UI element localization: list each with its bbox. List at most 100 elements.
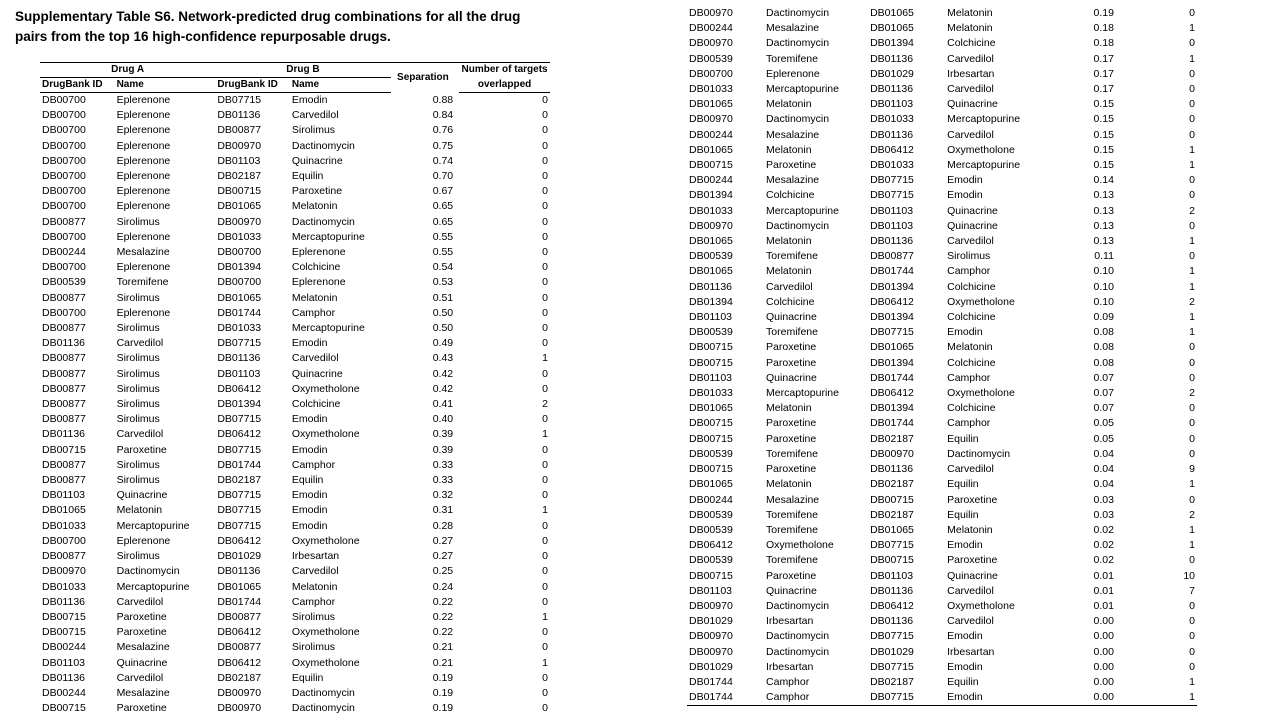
overlap-count-cell: 0 bbox=[1189, 493, 1195, 506]
table-row: DB00539 Toremifene DB07715 Emodin 0.08 1 bbox=[687, 325, 1197, 340]
drug-b-name-cell: Oxymetholone bbox=[291, 534, 360, 547]
drug-a-name-cell: Melatonin bbox=[766, 478, 812, 491]
drug-b-name-cell: Melatonin bbox=[291, 580, 338, 593]
table-row: DB00715 Paroxetine DB00970 Dactinomycin 0.19… bbox=[40, 701, 550, 716]
drug-b-id-cell: DB00877 bbox=[870, 250, 914, 263]
drug-b-id-cell: DB01136 bbox=[217, 352, 261, 365]
drug-a-id-cell: DB01136 bbox=[42, 671, 86, 684]
table-row: DB00700 Eplerenone DB01029 Irbesartan 0.17 0 bbox=[687, 67, 1197, 82]
separation-cell: 0.75 bbox=[432, 139, 454, 152]
drug-b-id-cell: DB07715 bbox=[217, 519, 262, 532]
separation-cell: 0.10 bbox=[1093, 280, 1114, 293]
overlap-count-cell: 0 bbox=[542, 185, 548, 198]
drug-b-name-cell: Emodin bbox=[947, 630, 983, 643]
drug-a-name-cell: Carvedilol bbox=[116, 337, 164, 350]
table-row: DB00700 Eplerenone DB01033 Mercaptopurine 0.… bbox=[40, 230, 550, 245]
table-row: DB01065 Melatonin DB01394 Colchicine 0.07 0 bbox=[687, 401, 1197, 416]
drug-a-id-cell: DB00970 bbox=[42, 565, 86, 578]
drug-a-name-cell: Sirolimus bbox=[116, 322, 160, 335]
drug-b-name-cell: Equilin bbox=[947, 478, 979, 491]
drug-a-id-cell: DB00877 bbox=[42, 458, 86, 471]
drug-b-name-cell: Colchicine bbox=[947, 356, 996, 369]
drug-b-id-cell: DB01744 bbox=[217, 306, 262, 319]
drug-b-id-cell: DB00970 bbox=[217, 702, 262, 715]
separation-cell: 0.00 bbox=[1093, 645, 1114, 658]
drug-b-id-cell: DB02187 bbox=[870, 478, 914, 491]
overlap-count-cell: 2 bbox=[1189, 387, 1195, 400]
drug-b-id-cell: DB07715 bbox=[870, 174, 914, 187]
table-row: DB00877 Sirolimus DB01103 Quinacrine 0.42 0 bbox=[40, 367, 550, 382]
table-row: DB01103 Quinacrine DB06412 Oxymetholone 0.21… bbox=[40, 656, 550, 671]
drug-b-name-cell: Carvedilol bbox=[291, 109, 339, 122]
drug-a-id-cell: DB00700 bbox=[689, 67, 733, 80]
drug-b-name-header: Name bbox=[289, 77, 391, 93]
drug-a-name-cell: Colchicine bbox=[766, 189, 815, 202]
drug-b-name-cell: Sirolimus bbox=[291, 124, 336, 137]
drug-a-id-cell: DB01033 bbox=[689, 83, 733, 96]
drug-a-name-cell: Sirolimus bbox=[116, 458, 160, 471]
overlap-count-cell: 7 bbox=[1189, 584, 1195, 597]
drug-b-id-cell: DB00715 bbox=[870, 493, 914, 506]
drug-a-id-cell: DB00700 bbox=[42, 154, 86, 167]
drug-b-name-cell: Camphor bbox=[291, 306, 336, 319]
separation-cell: 0.13 bbox=[1093, 235, 1114, 248]
separation-cell: 0.04 bbox=[1093, 478, 1114, 491]
table-row: DB00877 Sirolimus DB01029 Irbesartan 0.27 0 bbox=[40, 549, 550, 564]
table-row: DB00244 Mesalazine DB00715 Paroxetine 0.03 0 bbox=[687, 493, 1197, 508]
drug-a-id-cell: DB00877 bbox=[42, 352, 86, 365]
overlap-count-cell: 0 bbox=[542, 458, 548, 471]
drug-a-name-cell: Irbesartan bbox=[766, 660, 814, 673]
separation-cell: 0.04 bbox=[1093, 447, 1114, 460]
drug-a-id-cell: DB00700 bbox=[42, 185, 86, 198]
drug-a-name-cell: Oxymetholone bbox=[766, 539, 834, 552]
overlap-count-cell: 0 bbox=[542, 261, 548, 274]
separation-cell: 0.00 bbox=[1093, 630, 1114, 643]
overlap-count-cell: 0 bbox=[542, 215, 548, 228]
drug-b-id-header: DrugBank ID bbox=[215, 77, 290, 93]
separation-cell: 0.74 bbox=[432, 154, 454, 167]
drug-b-name-cell: Paroxetine bbox=[947, 493, 998, 506]
drug-a-name-cell: Mercaptopurine bbox=[116, 519, 190, 532]
drug-a-id-cell: DB00715 bbox=[689, 341, 733, 354]
separation-cell: 0.13 bbox=[1093, 189, 1114, 202]
separation-cell: 0.13 bbox=[1093, 204, 1114, 217]
drug-a-name-cell: Dactinomycin bbox=[766, 219, 830, 232]
drug-a-id-cell: DB00715 bbox=[689, 159, 733, 172]
drug-a-id-cell: DB00700 bbox=[42, 124, 86, 137]
drug-a-id-cell: DB06412 bbox=[689, 539, 733, 552]
overlap-count-cell: 0 bbox=[1189, 447, 1195, 460]
drug-a-name-cell: Quinacrine bbox=[766, 584, 817, 597]
drug-a-name-cell: Dactinomycin bbox=[766, 630, 830, 643]
drug-b-id-cell: DB01065 bbox=[217, 580, 262, 593]
drug-a-name-cell: Eplerenone bbox=[116, 94, 171, 106]
drug-b-name-cell: Irbesartan bbox=[291, 550, 340, 563]
table-row: DB00715 Paroxetine DB01394 Colchicine 0.08 0 bbox=[687, 356, 1197, 371]
overlap-count-cell: 1 bbox=[542, 610, 548, 623]
drug-a-name-cell: Carvedilol bbox=[116, 428, 164, 441]
separation-cell: 0.19 bbox=[432, 702, 454, 715]
separation-cell: 0.07 bbox=[1093, 402, 1114, 415]
drug-b-id-cell: DB01744 bbox=[870, 371, 914, 384]
table-row: DB00244 Mesalazine DB00970 Dactinomycin 0.19… bbox=[40, 686, 550, 701]
separation-header: Separation bbox=[390, 62, 460, 93]
drug-a-id-cell: DB00970 bbox=[689, 599, 733, 612]
drug-b-name-cell: Dactinomycin bbox=[291, 686, 355, 699]
drug-b-name-cell: Colchicine bbox=[947, 37, 996, 50]
drug-a-id-cell: DB01394 bbox=[689, 295, 733, 308]
drug-b-id-cell: DB00700 bbox=[217, 246, 262, 259]
table-row: DB00700 Eplerenone DB06412 Oxymetholone 0.27… bbox=[40, 534, 550, 549]
overlap-count-cell: 0 bbox=[1189, 599, 1195, 612]
drug-a-id-cell: DB01394 bbox=[689, 189, 733, 202]
drug-b-id-cell: DB07715 bbox=[870, 326, 914, 339]
drug-b-id-cell: DB06412 bbox=[217, 382, 262, 395]
drug-b-name-cell: Oxymetholone bbox=[947, 143, 1015, 156]
drug-a-id-cell: DB00244 bbox=[689, 22, 733, 35]
drug-a-name-cell: Mercaptopurine bbox=[116, 580, 190, 593]
drug-a-id-cell: DB01065 bbox=[689, 478, 733, 491]
drug-a-id-cell: DB00715 bbox=[689, 417, 733, 430]
table-row: DB00244 Mesalazine DB07715 Emodin 0.14 0 bbox=[687, 173, 1197, 188]
drug-b-id-cell: DB01033 bbox=[870, 113, 914, 126]
drug-a-name-cell: Eplerenone bbox=[116, 230, 171, 243]
drug-a-name-cell: Mesalazine bbox=[116, 246, 170, 259]
separation-cell: 0.70 bbox=[432, 170, 454, 183]
